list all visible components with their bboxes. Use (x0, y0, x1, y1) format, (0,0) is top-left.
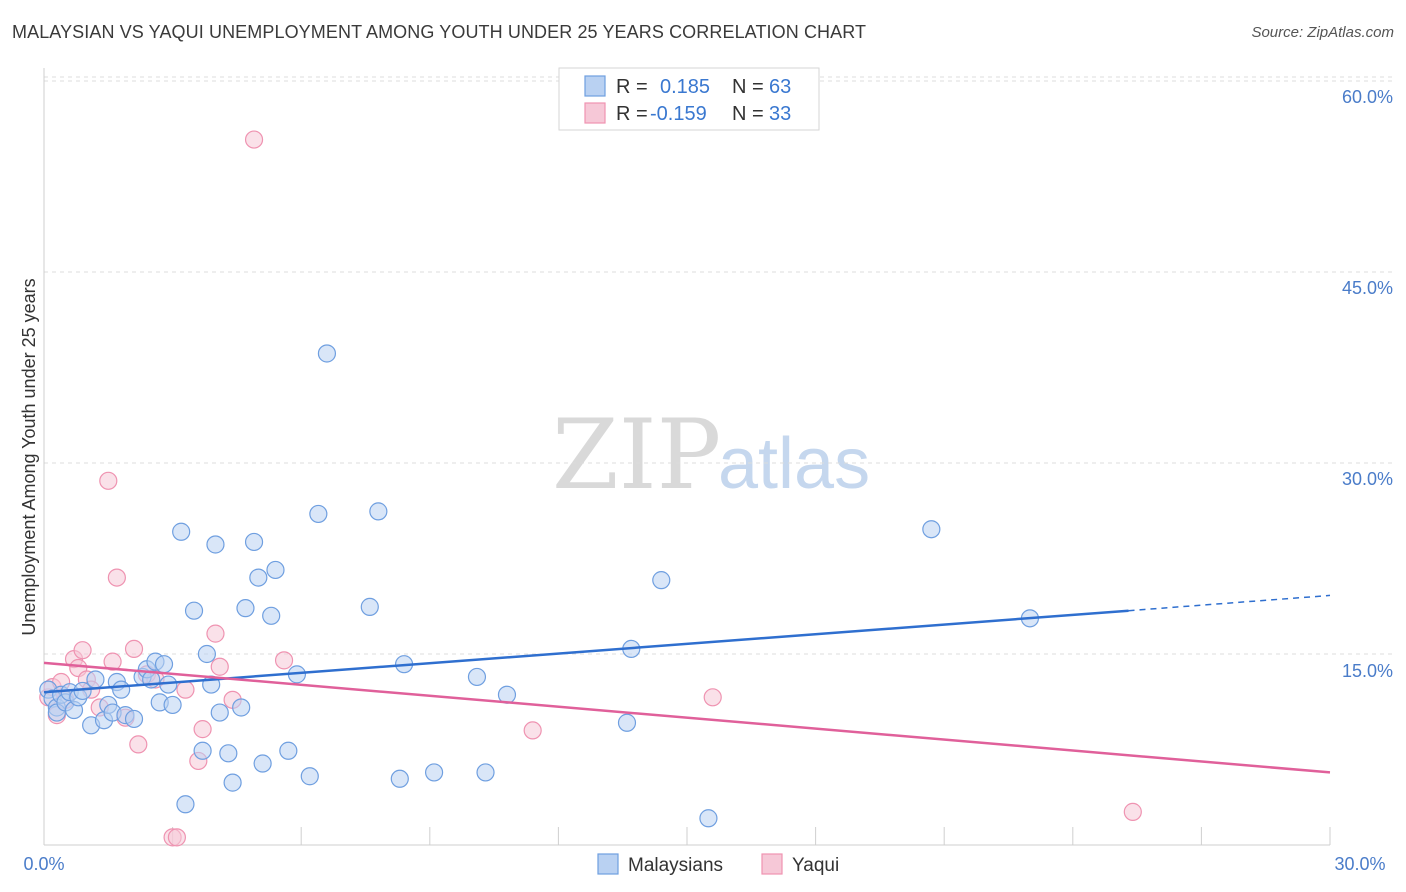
malaysian-point-47 (309, 504, 328, 524)
yaqui-trend-line (43, 661, 1331, 774)
malaysian-point-27 (172, 522, 191, 541)
malaysian-point-25 (159, 675, 178, 694)
bottom-legend-swatch-malaysians (597, 853, 619, 875)
series-legend: Malaysians Yaqui (597, 853, 839, 876)
legend-r-label-yaqui: R = (616, 103, 648, 125)
yaqui-point-15 (124, 639, 144, 659)
gridlines (44, 76, 1392, 655)
x-axis-ticks (43, 827, 1331, 845)
malaysian-point-42 (262, 606, 281, 625)
legend-r-value-malaysians: 0.185 (660, 76, 710, 98)
yaqui-point-30 (703, 688, 722, 707)
malaysian-point-26 (163, 695, 182, 715)
malaysian-point-53 (424, 763, 444, 782)
y-axis-label: Unemployment Among Youth under 25 years (19, 278, 39, 635)
y-axis-tick-labels: 15.0% 30.0% 45.0% 60.0% (1342, 87, 1393, 681)
y-tick-label-45: 45.0% (1342, 278, 1393, 298)
malaysian-point-18 (124, 709, 144, 729)
malaysian-point-36 (223, 773, 242, 792)
watermark-zip: ZIP (552, 399, 721, 511)
y-tick-label-60: 60.0% (1342, 87, 1393, 107)
malaysians-trend-extension (1128, 594, 1331, 612)
legend-r-label-malaysians: R = (616, 76, 648, 98)
x-tick-label-min: 0.0% (23, 854, 64, 874)
yaqui-point-28 (274, 651, 294, 670)
malaysian-point-24 (154, 655, 174, 674)
malaysian-point-55 (476, 763, 495, 782)
watermark-atlas: atlas (718, 424, 870, 504)
malaysian-point-30 (193, 741, 212, 760)
malaysian-point-37 (232, 698, 251, 717)
legend-n-value-malaysians: 63 (769, 76, 791, 98)
malaysian-point-44 (279, 741, 298, 760)
malaysian-point-34 (210, 703, 229, 722)
yaqui-point-20 (167, 828, 186, 847)
malaysian-point-49 (360, 597, 379, 616)
yaqui-point-29 (523, 721, 542, 740)
malaysian-point-35 (219, 744, 238, 763)
bottom-legend-label-yaqui: Yaqui (792, 855, 839, 876)
malaysian-point-39 (244, 532, 264, 552)
legend-r-value-yaqui: -0.159 (650, 103, 707, 125)
yaqui-point-16 (129, 735, 148, 754)
malaysian-point-54 (467, 667, 487, 687)
malaysian-point-60 (699, 809, 718, 828)
malaysian-point-29 (184, 601, 204, 620)
legend-n-label-malaysians: N = (732, 76, 764, 98)
yaqui-point-7 (73, 641, 92, 660)
x-tick-label-max: 30.0% (1334, 854, 1385, 874)
malaysian-point-31 (197, 644, 216, 664)
malaysian-point-40 (249, 568, 268, 587)
malaysian-point-33 (206, 535, 225, 554)
yaqui-point-21 (176, 680, 195, 699)
trend-lines (43, 594, 1331, 774)
legend-n-value-yaqui: 33 (769, 103, 791, 125)
bottom-legend-swatch-yaqui (761, 853, 783, 875)
yaqui-point-12 (103, 652, 122, 671)
yaqui-point-27 (244, 130, 264, 149)
bottom-legend-label-malaysians: Malaysians (628, 855, 723, 876)
legend-swatch-malaysians (584, 75, 606, 97)
yaqui-point-13 (107, 568, 126, 587)
malaysian-point-48 (317, 344, 337, 363)
yaqui-point-11 (99, 471, 118, 490)
malaysian-points (39, 344, 1040, 828)
yaqui-point-24 (206, 624, 225, 643)
yaqui-point-25 (210, 657, 229, 676)
malaysian-point-43 (266, 560, 285, 580)
malaysian-point-41 (253, 754, 272, 773)
correlation-legend: R = 0.185 N = 63 R = -0.159 N = 33 (558, 67, 820, 131)
legend-n-label-yaqui: N = (732, 103, 764, 125)
malaysian-point-11 (86, 670, 105, 689)
source-label: Source: ZipAtlas.com (1251, 24, 1394, 41)
y-tick-label-30: 30.0% (1342, 469, 1393, 489)
legend-swatch-yaqui (584, 102, 606, 124)
yaqui-point-23 (193, 720, 212, 739)
malaysian-point-46 (300, 767, 319, 786)
malaysian-point-16 (112, 680, 131, 699)
malaysian-point-61 (922, 520, 941, 539)
chart-title: MALAYSIAN VS YAQUI UNEMPLOYMENT AMONG YO… (12, 22, 867, 42)
y-tick-label-15: 15.0% (1342, 661, 1393, 681)
malaysian-point-51 (390, 769, 409, 788)
malaysian-point-38 (236, 599, 255, 618)
malaysian-point-28 (176, 795, 195, 814)
malaysian-point-57 (617, 713, 637, 732)
malaysian-point-59 (652, 571, 671, 590)
yaqui-point-31 (1123, 802, 1142, 821)
malaysian-point-50 (369, 502, 388, 521)
